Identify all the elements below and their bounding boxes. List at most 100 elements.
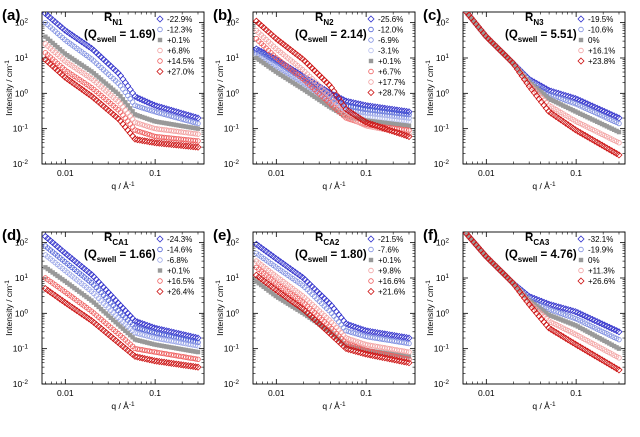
data-point [164,344,169,349]
series-1 [42,243,201,346]
data-point [149,341,155,347]
data-point [55,273,60,279]
data-point [125,330,130,336]
data-point [194,363,202,371]
series-4 [463,12,623,159]
data-point [336,319,342,325]
data-point [548,97,554,102]
data-point [179,361,188,369]
data-point [136,353,144,362]
data-point [395,129,403,137]
data-point [340,324,347,331]
data-point [297,309,303,314]
data-point [500,50,505,56]
data-point [398,357,406,365]
data-point [72,285,77,291]
data-point [180,336,187,342]
data-point [77,289,82,294]
data-point [369,328,377,336]
legend-marker [367,287,375,296]
data-point [132,119,138,125]
data-area [253,240,413,367]
data-point [127,121,133,127]
data-point [146,107,153,113]
data-point [94,302,99,307]
data-point [179,110,188,118]
data-point [473,21,479,27]
data-point [488,38,493,44]
data-point [195,138,201,144]
data-point [550,93,557,99]
data-point [273,293,278,299]
data-point [146,132,153,138]
data-point [302,312,308,317]
data-point [69,56,75,61]
data-point [57,47,63,52]
data-point [79,62,84,68]
data-point [355,339,361,345]
data-point [536,305,542,310]
data-point [154,330,160,336]
y-axis-label: Intensity / cm-1 [425,60,435,116]
data-point [577,103,583,109]
data-area [42,232,202,371]
data-point [616,346,622,351]
data-point [345,336,352,342]
y-tick-label: 101 [226,53,239,63]
y-tick-label: 101 [15,53,28,63]
data-point [146,328,153,335]
data-point [597,336,602,341]
data-point [560,311,566,317]
data-point [488,258,493,264]
data-point [137,129,143,135]
data-point [175,141,183,149]
data-point [357,340,364,346]
data-point [134,128,141,134]
data-point [77,61,82,66]
data-point [158,139,166,147]
data-point [192,342,199,349]
data-point [278,296,283,302]
data-point [615,151,623,159]
legend-marker [156,287,164,296]
data-point [144,123,150,129]
data-point [466,234,472,239]
data-point [64,53,70,58]
data-point [161,343,167,349]
data-point [355,344,361,351]
legend-label: 0% [588,256,600,265]
data-point [147,117,152,122]
data-point [361,326,369,335]
data-point [275,71,281,76]
data-point [142,327,148,333]
data-point [166,121,172,126]
data-point [151,329,158,336]
data-point [192,120,199,126]
y-tick-label: 102 [436,238,449,248]
legend-label: +6.7% [378,68,401,77]
data-point [556,316,561,321]
y-axis-label: Intensity / cm-1 [215,60,225,116]
data-point [256,281,262,286]
data-point [101,309,106,314]
data-point [150,357,158,365]
data-point [137,113,143,119]
data-point [609,117,615,123]
data-point [136,319,144,327]
data-point [565,98,571,104]
data-point [297,84,303,90]
data-point [261,60,266,66]
y-tick-label: 102 [15,238,28,248]
data-point [177,361,185,369]
data-point [519,71,525,76]
data-point [616,336,622,343]
data-point [132,112,138,117]
x-tick-label: 0.1 [149,388,161,398]
legend-label: +0.1% [167,36,190,45]
data-point [388,127,396,135]
data-point [57,275,63,280]
data-point [359,349,367,357]
data-point [113,89,118,94]
x-tick-label: 0.1 [149,168,161,178]
data-point [142,339,147,345]
